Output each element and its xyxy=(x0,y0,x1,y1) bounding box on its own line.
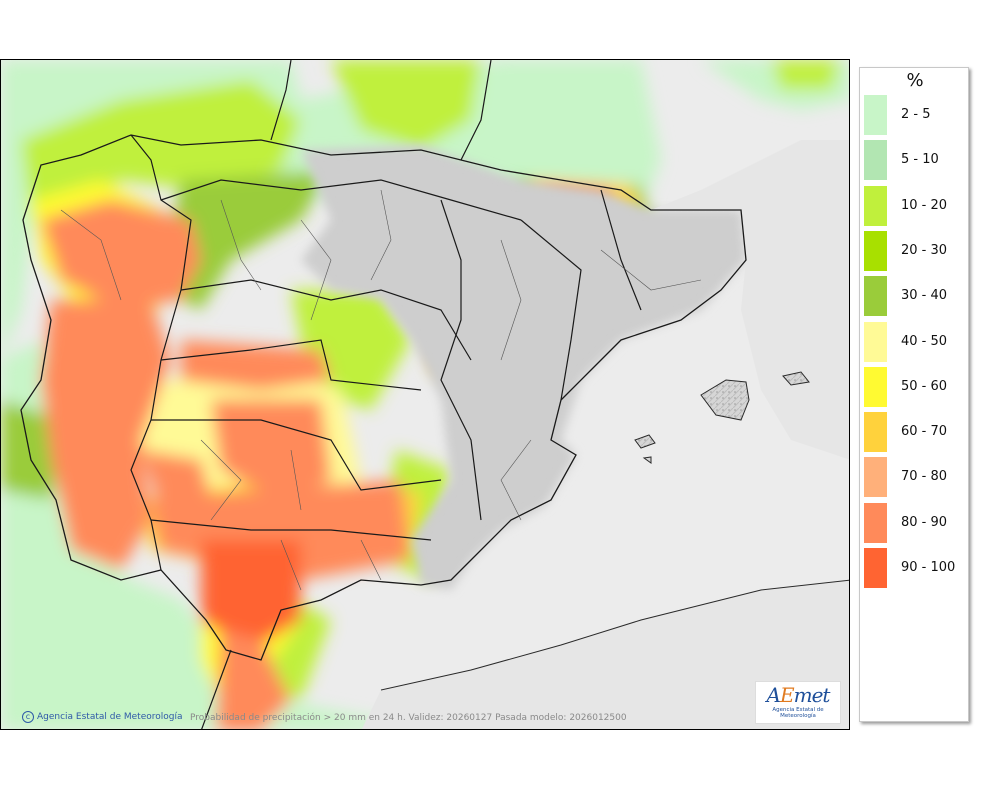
legend-swatch xyxy=(864,140,887,181)
ibiza xyxy=(634,434,656,449)
copyright-icon: c xyxy=(22,711,34,723)
legend-label: 70 - 80 xyxy=(901,469,948,485)
copyright-notice: c Agencia Estatal de Meteorología xyxy=(22,711,183,723)
legend-item: 30 - 40 xyxy=(864,276,968,317)
legend-item: 90 - 100 xyxy=(864,548,968,588)
legend-swatch xyxy=(864,230,887,271)
legend-swatch xyxy=(864,321,887,362)
legend-swatch xyxy=(864,185,887,226)
mallorca xyxy=(700,379,750,421)
legend-label: 5 - 10 xyxy=(901,152,939,168)
legend-swatch xyxy=(864,457,887,498)
logo-wordmark: AEmet xyxy=(766,683,831,707)
legend-swatch xyxy=(864,502,887,543)
legend-item: 40 - 50 xyxy=(864,321,968,362)
legend-label: 90 - 100 xyxy=(901,560,956,575)
logo-subtitle: Agencia Estatal de Meteorología xyxy=(772,707,824,719)
legend-swatch xyxy=(864,412,887,453)
legend-label: 30 - 40 xyxy=(901,288,948,304)
map-caption: Probabilidad de precipitación > 20 mm en… xyxy=(190,713,627,723)
copyright-text: Agencia Estatal de Meteorología xyxy=(37,712,183,722)
legend-swatch xyxy=(864,276,887,317)
legend-item: 60 - 70 xyxy=(864,412,968,453)
legend-label: 60 - 70 xyxy=(901,424,948,440)
legend-label: 2 - 5 xyxy=(901,107,931,122)
aemet-logo: AEmet Agencia Estatal de Meteorología xyxy=(755,681,841,724)
dry-land-relief xyxy=(301,145,746,590)
peninsula-coastline xyxy=(20,134,747,661)
legend-label: 10 - 20 xyxy=(901,197,948,213)
borders xyxy=(130,60,642,729)
legend-item: 2 - 5 xyxy=(864,95,968,135)
legend-item: 50 - 60 xyxy=(864,366,968,407)
africa-land xyxy=(361,580,849,729)
legend-item: 80 - 90 xyxy=(864,502,968,543)
legend-item: 5 - 10 xyxy=(864,140,968,181)
menorca xyxy=(782,371,810,386)
province-borders xyxy=(60,189,702,591)
legend-swatch xyxy=(864,548,887,588)
precipitation-probability-map[interactable] xyxy=(0,59,850,730)
legend-title: % xyxy=(906,70,924,91)
legend-item: 20 - 30 xyxy=(864,230,968,271)
legend-swatch xyxy=(864,95,887,135)
legend-label: 20 - 30 xyxy=(901,242,948,258)
legend-panel: % 2 - 5 5 - 10 10 - 20 20 - 30 30 - 40 40 - 5… xyxy=(859,67,969,722)
legend-swatch xyxy=(864,366,887,407)
legend-item: 70 - 80 xyxy=(864,457,968,498)
legend-item: 10 - 20 xyxy=(864,185,968,226)
legend-label: 50 - 60 xyxy=(901,378,948,394)
legend-label: 80 - 90 xyxy=(901,514,948,530)
legend-label: 40 - 50 xyxy=(901,333,948,349)
